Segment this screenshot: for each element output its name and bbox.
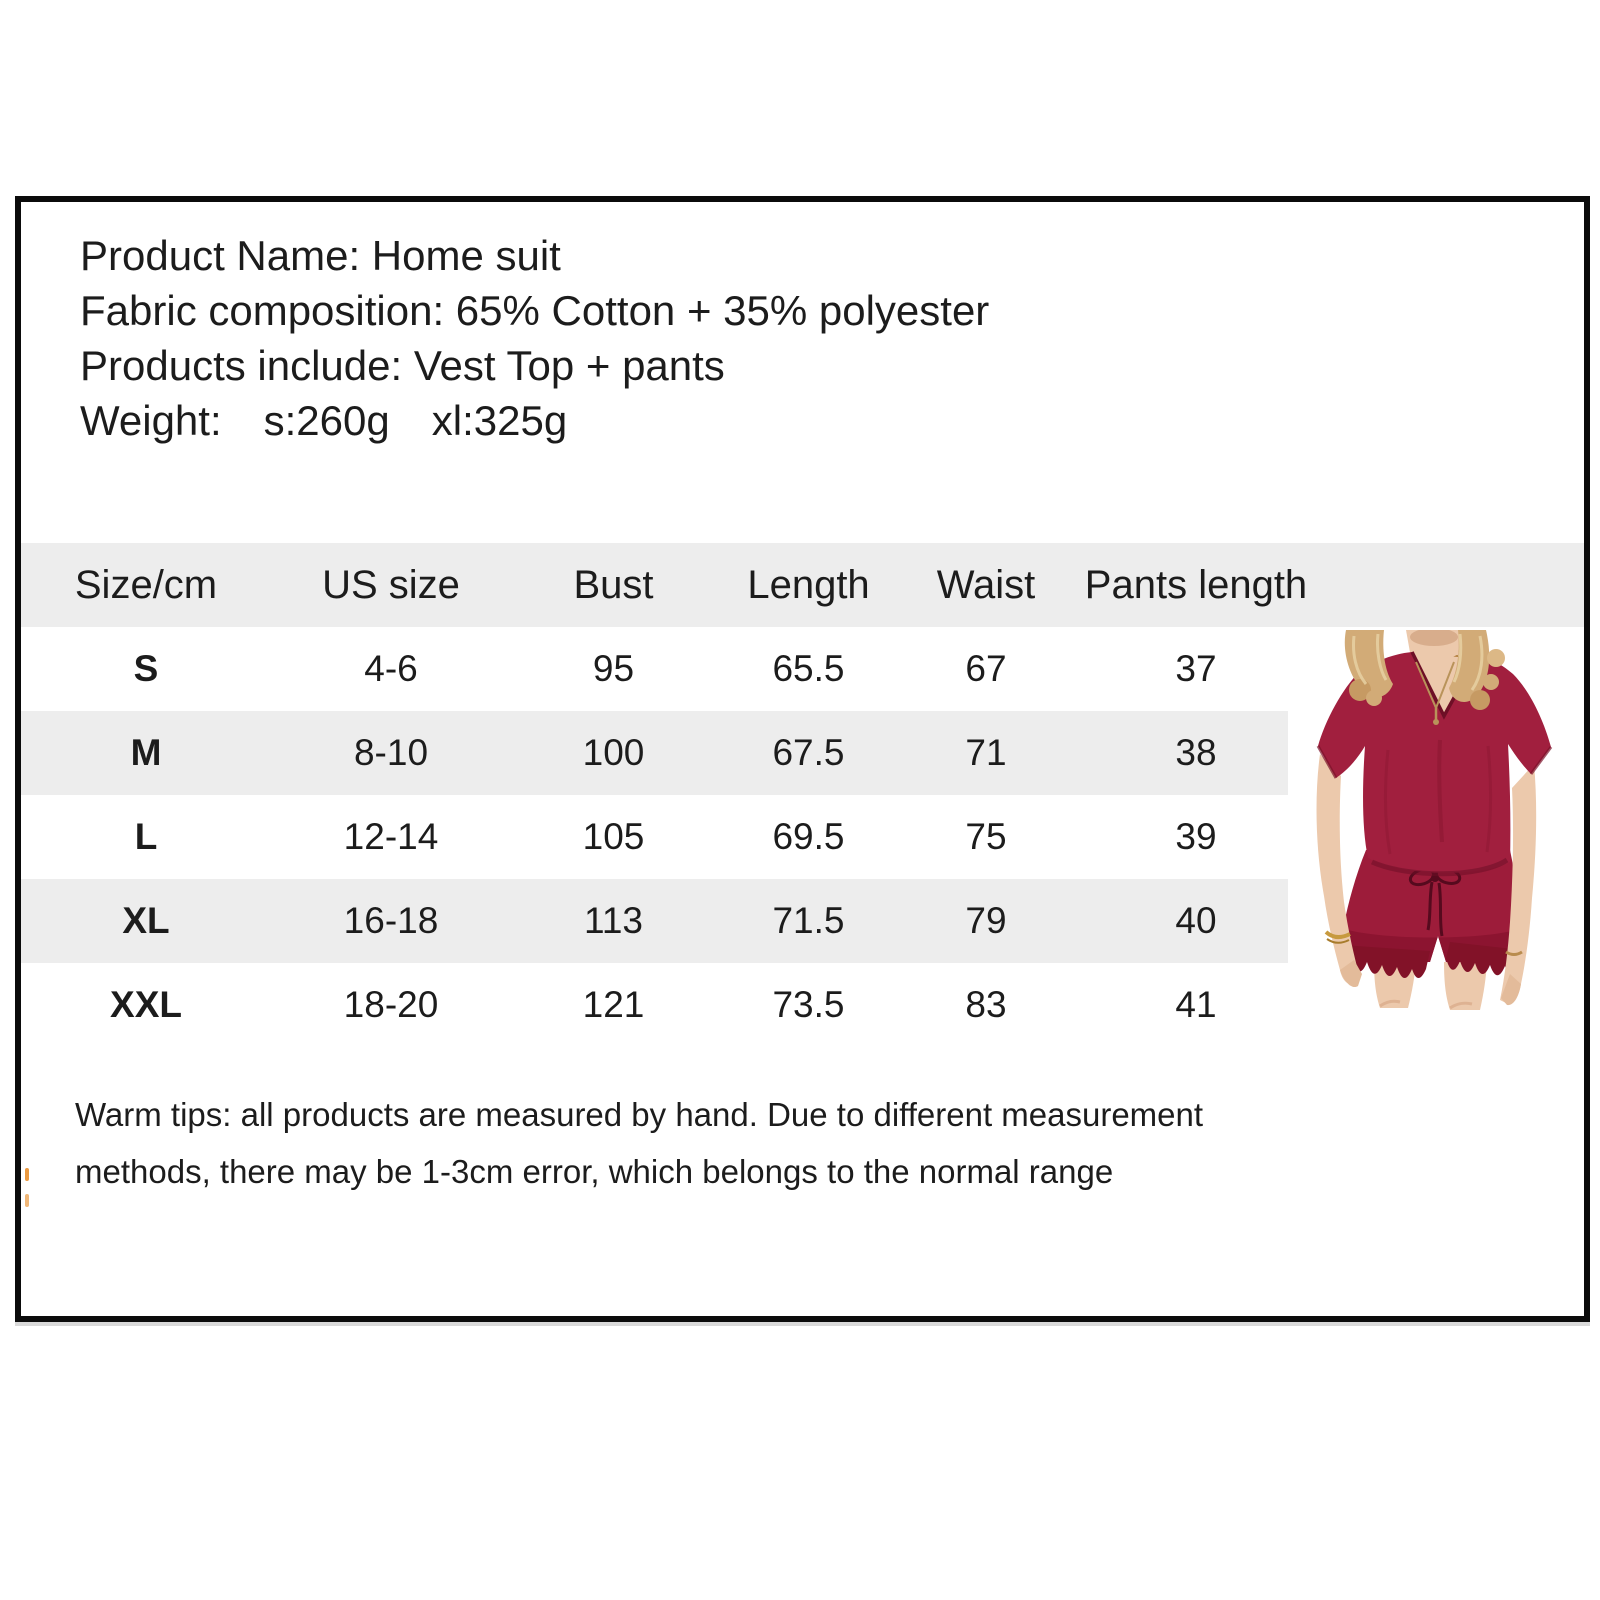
length-value: 69.5	[772, 816, 845, 857]
size-label: S	[133, 648, 159, 689]
weight-xl: xl:325g	[431, 397, 568, 444]
table-row-s: S 4-6 95 65.5 67 37	[21, 627, 1584, 711]
bust-value: 113	[584, 900, 643, 941]
column-header-us-size: US size	[322, 562, 460, 607]
length-value: 71.5	[772, 900, 845, 941]
warm-tips-line2: methods, there may be 1-3cm error, which…	[75, 1153, 1114, 1190]
model-illustration	[1316, 630, 1553, 1010]
pants-length-value: 37	[1175, 648, 1217, 689]
waist-value: 67	[965, 648, 1007, 689]
table-row-xxl: XXL 18-20 121 73.5 83 41	[21, 963, 1584, 1047]
weight-line: Weight: s:260g xl:325g	[80, 393, 989, 448]
length-value: 73.5	[772, 984, 845, 1025]
size-label: XXL	[110, 984, 182, 1025]
print-artifact	[23, 1168, 31, 1214]
spec-border-box: Product Name: Home suit Fabric compositi…	[15, 196, 1590, 1322]
length-value: 65.5	[772, 648, 845, 689]
us-size-value: 12-14	[343, 816, 439, 857]
pants-length-value: 39	[1175, 816, 1217, 857]
pants-length-value: 40	[1175, 900, 1217, 941]
waist-value: 79	[965, 900, 1007, 941]
product-name-line: Product Name: Home suit	[80, 232, 561, 279]
warm-tips-block: Warm tips: all products are measured by …	[75, 1086, 1203, 1200]
table-row-l: L 12-14 105 69.5 75 39	[21, 795, 1584, 879]
length-value: 67.5	[772, 732, 845, 773]
size-chart-header-row: Size/cm US size Bust Length Waist Pants …	[21, 543, 1584, 627]
us-size-value: 4-6	[364, 648, 418, 689]
column-header-pants-length: Pants length	[1084, 562, 1308, 607]
weight-small: s:260g	[263, 397, 390, 444]
column-header-size: Size/cm	[74, 562, 218, 607]
fabric-composition-line: Fabric composition: 65% Cotton + 35% pol…	[80, 287, 990, 334]
us-size-value: 16-18	[343, 900, 439, 941]
bust-value: 105	[582, 816, 645, 857]
waist-value: 71	[965, 732, 1007, 773]
us-size-value: 8-10	[353, 732, 429, 773]
column-header-length: Length	[747, 562, 870, 607]
weight-label: Weight:	[80, 397, 222, 444]
size-label: XL	[122, 900, 170, 941]
us-size-value: 18-20	[343, 984, 439, 1025]
column-header-waist: Waist	[936, 562, 1036, 607]
pants-length-value: 41	[1175, 984, 1217, 1025]
warm-tips-line1: Warm tips: all products are measured by …	[75, 1096, 1204, 1133]
column-header-bust: Bust	[573, 562, 654, 607]
product-photo	[1288, 630, 1584, 1012]
bust-value: 100	[582, 732, 645, 773]
pants-length-value: 38	[1175, 732, 1217, 773]
waist-value: 75	[965, 816, 1007, 857]
bust-value: 121	[582, 984, 645, 1025]
product-info-block: Product Name: Home suit Fabric compositi…	[80, 228, 989, 448]
bust-value: 95	[592, 648, 635, 689]
size-label: L	[134, 816, 158, 857]
waist-value: 83	[965, 984, 1007, 1025]
products-include-line: Products include: Vest Top + pants	[80, 342, 725, 389]
size-label: M	[130, 732, 162, 773]
